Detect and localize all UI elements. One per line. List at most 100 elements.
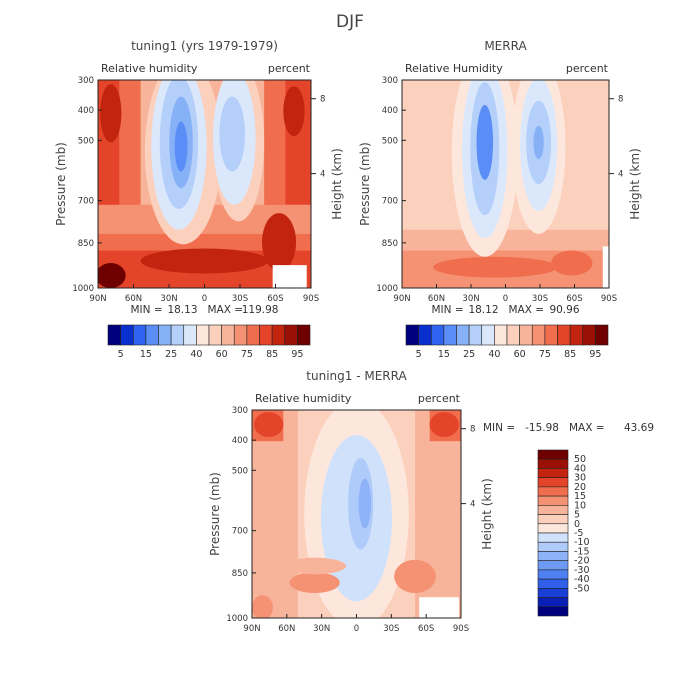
x-tick-label: 90S xyxy=(303,294,319,304)
stats-max-value: 43.69 xyxy=(624,422,654,434)
x-tick-label: 30S xyxy=(232,294,248,304)
panel-subtitle-left: Relative humidity xyxy=(255,392,352,405)
y-axis-label: Pressure (mb) xyxy=(54,142,68,226)
fill-region xyxy=(100,84,122,143)
fill-region xyxy=(98,263,126,288)
height-tick-label: 4 xyxy=(320,170,325,180)
fill-region xyxy=(283,557,347,575)
panel-model: tuning1 (yrs 1979-1979) Relative humidity… xyxy=(54,39,344,316)
fill-region xyxy=(433,256,558,278)
colorbar-swatch xyxy=(537,532,569,543)
colorbar-swatch xyxy=(537,486,569,497)
colorbar-label: -20 xyxy=(574,556,590,567)
x-tick-label: 30N xyxy=(462,294,479,304)
y-tick-label: 300 xyxy=(232,406,248,416)
fill-region xyxy=(533,125,544,160)
colorbar-label: 75 xyxy=(539,349,551,360)
panel-subtitle-right: percent xyxy=(418,392,461,405)
x-tick-label: 90N xyxy=(243,624,260,634)
panel-subtitle-right: percent xyxy=(566,62,609,75)
colorbar-swatch xyxy=(468,324,483,346)
colorbar-swatch xyxy=(120,324,134,346)
colorbar-swatch xyxy=(537,541,569,552)
colorbar-swatch xyxy=(158,324,172,346)
colorbar-label: -50 xyxy=(574,583,590,594)
x-tick-label: 90N xyxy=(89,294,106,304)
colorbar-label: 85 xyxy=(266,349,278,360)
colorbar-swatch xyxy=(506,324,520,346)
y-axis-label: Pressure (mb) xyxy=(208,472,222,556)
colorbar-label: 60 xyxy=(216,349,228,360)
y-tick-label: 700 xyxy=(78,197,94,207)
stats-max-value: 119.98 xyxy=(242,304,279,316)
missing-data-region xyxy=(272,265,307,288)
y-tick-label: 850 xyxy=(382,239,398,249)
colorbar-label: -10 xyxy=(574,537,590,548)
fill-region xyxy=(140,248,269,274)
colorbar-label: 30 xyxy=(574,473,586,484)
colorbar-swatch xyxy=(145,324,159,346)
fill-region xyxy=(174,121,188,172)
x-tick-label: 30N xyxy=(313,624,330,634)
panel-title: MERRA xyxy=(484,39,527,53)
colorbar-swatch xyxy=(595,324,609,346)
colorbar-swatch xyxy=(170,324,185,346)
y-tick-label: 300 xyxy=(382,76,398,86)
y-tick-label: 400 xyxy=(232,436,248,446)
colorbar-label: 15 xyxy=(574,491,586,502)
x-tick-label: 60N xyxy=(125,294,142,304)
y-axis-label-right: Height (km) xyxy=(628,148,642,219)
heatmap-fill xyxy=(252,410,461,618)
colorbar-swatch xyxy=(557,324,571,346)
colorbar-label: 0 xyxy=(574,519,580,530)
colorbar-label: 25 xyxy=(463,349,475,360)
colorbar-swatch xyxy=(246,324,260,346)
y-axis-label-right: Height (km) xyxy=(480,478,494,549)
colorbar-label: -30 xyxy=(574,565,590,576)
y-tick-label: 500 xyxy=(78,136,94,146)
y-tick-label: 700 xyxy=(232,527,248,537)
x-tick-label: 0 xyxy=(354,624,359,634)
colorbar-label: 20 xyxy=(574,482,586,493)
height-tick-label: 8 xyxy=(320,95,325,105)
panel-merra: MERRA Relative Humidity percent 90N 60N 30N 0 3… xyxy=(358,39,642,316)
height-tick-label: 8 xyxy=(618,95,623,105)
x-tick-label: 30S xyxy=(383,624,399,634)
fill-region xyxy=(394,559,436,594)
y-tick-label: 1000 xyxy=(72,284,94,294)
stats-max-label: MAX = xyxy=(569,422,605,434)
colorbar-swatch xyxy=(537,588,569,598)
colorbar-swatch xyxy=(271,324,286,346)
colorbar-swatch xyxy=(537,569,569,580)
stats-min-label: MIN = xyxy=(432,304,464,316)
y-axis-label: Pressure (mb) xyxy=(358,142,372,226)
fill-region xyxy=(551,250,593,276)
y-tick-label: 1000 xyxy=(376,284,398,294)
colorbar-swatch xyxy=(519,324,533,346)
fill-region xyxy=(476,104,494,180)
colorbar-swatch xyxy=(544,324,558,346)
x-tick-label: 90S xyxy=(601,294,617,304)
colorbar-swatch xyxy=(537,514,569,525)
x-tick-label: 60S xyxy=(418,624,434,634)
colorbar-swatch xyxy=(537,551,569,561)
fill-region xyxy=(429,412,459,438)
stats-max-value: 90.96 xyxy=(549,304,579,316)
stats-min-value: 18.13 xyxy=(167,304,197,316)
colorbar-label: 5 xyxy=(416,349,422,360)
colorbar-model: 5 15 25 40 60 75 85 95 xyxy=(107,324,311,360)
colorbar-swatch xyxy=(537,449,569,460)
panel-subtitle-left: Relative Humidity xyxy=(405,62,503,75)
panel-title: tuning1 - MERRA xyxy=(306,369,407,383)
y-tick-label: 500 xyxy=(232,466,248,476)
y-tick-label: 500 xyxy=(382,136,398,146)
colorbar-swatch xyxy=(430,324,445,346)
fill-region xyxy=(254,412,284,438)
colorbar-swatch xyxy=(107,324,121,346)
y-axis-label-right: Height (km) xyxy=(330,148,344,219)
colorbar-swatch xyxy=(537,505,569,515)
colorbar-label: 75 xyxy=(241,349,253,360)
colorbar-label: 60 xyxy=(514,349,526,360)
y-tick-label: 700 xyxy=(382,197,398,207)
